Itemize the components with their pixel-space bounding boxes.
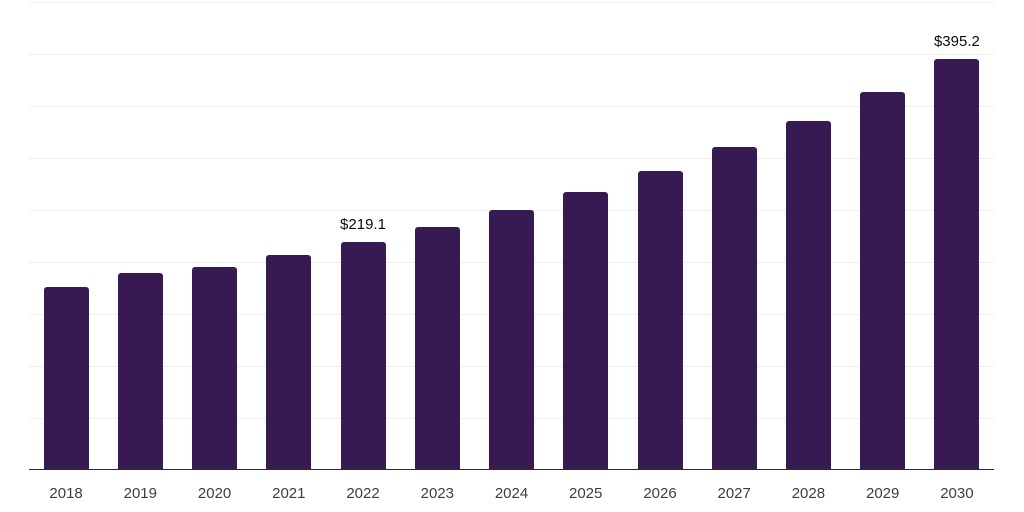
bar-2030: [934, 58, 980, 470]
bar-2026: [637, 171, 683, 470]
x-tick-label-2019: 2019: [123, 485, 157, 502]
bar-2018: [43, 287, 89, 470]
x-tick-label-2022: 2022: [346, 485, 380, 502]
x-tick-label-2023: 2023: [420, 485, 454, 502]
x-tick-label-2025: 2025: [569, 485, 603, 502]
bar-2020: [192, 266, 238, 470]
x-tick-label-2018: 2018: [49, 485, 83, 502]
bar-2023: [414, 227, 460, 470]
x-axis-line: [29, 468, 994, 471]
gridline-400: [29, 53, 994, 55]
bar-2028: [785, 121, 831, 470]
x-tick-label-2027: 2027: [717, 485, 751, 502]
bar-2027: [711, 147, 757, 470]
x-tick-label-2020: 2020: [197, 485, 232, 502]
gridline-450: [29, 2, 994, 3]
bar-2019: [117, 272, 163, 470]
x-tick-label-2024: 2024: [494, 485, 529, 502]
x-tick-label-2030: 2030: [940, 485, 974, 502]
gridline-300: [29, 157, 994, 159]
x-tick-label-2029: 2029: [866, 485, 900, 502]
x-tick-label-2026: 2026: [643, 485, 677, 502]
x-tick-label-2028: 2028: [791, 485, 826, 502]
x-tick-label-2021: 2021: [272, 485, 306, 502]
bar-2022: [340, 241, 386, 470]
bar-2021: [266, 255, 312, 470]
data-label-2022: $219.1: [340, 215, 386, 233]
gridline-350: [29, 105, 994, 107]
bar-2024: [489, 209, 534, 470]
bar-2029: [860, 91, 906, 470]
bar-2025: [563, 192, 609, 470]
data-label-2030: $395.2: [933, 32, 980, 50]
